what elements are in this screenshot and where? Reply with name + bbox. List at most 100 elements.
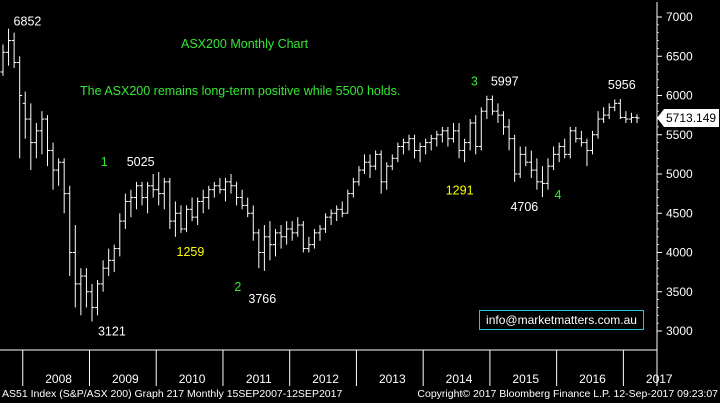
ohlc-bar xyxy=(278,225,284,249)
ohlc-bar xyxy=(128,189,134,218)
ohlc-bar xyxy=(473,115,479,155)
chart-title: ASX200 Monthly Chart xyxy=(181,37,309,51)
ohlc-bar xyxy=(551,146,557,171)
ohlc-bar xyxy=(184,205,190,233)
ohlc-bar xyxy=(6,28,12,66)
x-tick-label: 2016 xyxy=(579,372,606,386)
ohlc-bar xyxy=(189,197,195,222)
ohlc-bar xyxy=(356,166,362,186)
ohlc-bar xyxy=(228,174,234,194)
ohlc-bar xyxy=(428,134,434,151)
price-bars xyxy=(0,28,640,322)
ohlc-bar xyxy=(311,228,317,249)
ohlc-bar xyxy=(78,268,84,316)
ohlc-bar xyxy=(495,103,501,123)
ohlc-bar xyxy=(412,134,418,159)
ohlc-bar xyxy=(267,221,273,261)
ohlc-bar xyxy=(350,177,356,198)
ohlc-bar xyxy=(261,225,267,271)
ohlc-bar xyxy=(172,201,178,237)
ohlc-bar xyxy=(39,111,45,155)
ohlc-bar xyxy=(33,122,39,159)
ohlc-bar xyxy=(323,213,329,233)
last-price-box xyxy=(657,109,719,128)
ohlc-bar xyxy=(562,138,568,159)
ohlc-bar xyxy=(133,181,139,210)
ohlc-bar xyxy=(545,158,551,190)
ohlc-bar xyxy=(556,142,562,163)
chart-annotation-label: 6852 xyxy=(14,15,42,29)
y-tick-label: 3500 xyxy=(666,285,693,299)
ohlc-bar xyxy=(601,107,607,123)
ohlc-bar xyxy=(345,189,351,214)
ohlc-bar xyxy=(389,154,395,171)
chart-annotation-label: 3121 xyxy=(98,325,126,339)
ohlc-bar xyxy=(489,95,495,116)
ohlc-bar xyxy=(628,112,634,123)
ohlc-bar xyxy=(506,119,512,151)
chart-annotation-label: 1291 xyxy=(446,184,474,198)
ohlc-bar xyxy=(117,213,123,257)
ohlc-bar xyxy=(56,158,62,186)
ohlc-bar xyxy=(456,122,462,159)
x-tick-label: 2015 xyxy=(512,372,539,386)
ohlc-bar xyxy=(50,142,56,190)
chart-annotation-label: 5025 xyxy=(127,155,155,169)
footer-left-text: AS51 Index (S&P/ASX 200) Graph 217 Month… xyxy=(2,388,343,400)
chart-annotation-label: 2 xyxy=(234,280,241,294)
ohlc-bar xyxy=(606,103,612,120)
ohlc-bar xyxy=(273,228,279,257)
ohlc-bar xyxy=(467,119,473,151)
y-tick-label: 4500 xyxy=(666,206,693,220)
y-tick-label: 7000 xyxy=(666,10,693,24)
ohlc-bar xyxy=(295,217,301,237)
ohlc-bar xyxy=(406,134,412,151)
x-axis: 2008 2009 2010 2011 2012 2013 2014 2015 2016 2017 xyxy=(0,349,673,386)
y-tick-label: 6000 xyxy=(666,89,693,103)
ohlc-bar xyxy=(139,181,145,206)
ohlc-bar xyxy=(122,193,128,229)
ohlc-bar xyxy=(211,181,217,198)
x-tick-label: 2011 xyxy=(246,372,272,386)
ohlc-bar xyxy=(339,201,345,218)
ohlc-bar xyxy=(595,111,601,139)
y-tick-label: 6500 xyxy=(666,49,693,63)
ohlc-bar xyxy=(328,209,334,226)
ohlc-bar xyxy=(434,130,440,147)
ohlc-bar xyxy=(300,221,306,253)
ohlc-bar xyxy=(100,260,106,292)
ohlc-bar xyxy=(445,126,451,147)
ohlc-bar xyxy=(0,44,6,76)
ohlc-bar xyxy=(17,56,23,159)
ohlc-bar xyxy=(361,154,367,174)
x-tick-label: 2008 xyxy=(45,372,72,386)
ohlc-bar xyxy=(612,99,618,112)
ohlc-bar xyxy=(367,154,373,178)
ohlc-bar xyxy=(439,126,445,143)
chart-annotation-label: 4 xyxy=(554,188,561,202)
ohlc-bar xyxy=(150,174,156,198)
ohlc-bar xyxy=(617,98,623,120)
ohlc-bar xyxy=(284,221,290,245)
ohlc-bar xyxy=(61,158,67,214)
ohlc-bar xyxy=(245,197,251,218)
ohlc-bar xyxy=(106,248,112,277)
ohlc-bar xyxy=(67,185,73,277)
ohlc-bar xyxy=(28,103,34,171)
ohlc-bar xyxy=(373,150,379,171)
ohlc-bar xyxy=(450,122,456,143)
x-tick-label: 2012 xyxy=(312,372,339,386)
annotations: 6852 3121 5025 1 1259 2 3766 3 5997 1291 4706 4 5956 xyxy=(14,15,636,339)
ohlc-bar xyxy=(395,142,401,163)
ohlc-bar xyxy=(400,138,406,155)
chart-annotation-label: 5997 xyxy=(491,75,519,89)
chart-annotation-label: 3 xyxy=(471,75,478,89)
ohlc-bar xyxy=(11,32,17,69)
ohlc-bar xyxy=(584,138,590,167)
ohlc-bar xyxy=(634,114,640,123)
ohlc-bar xyxy=(384,162,390,190)
chart-annotation-label: 4706 xyxy=(510,200,538,214)
ohlc-bar xyxy=(517,146,523,178)
ohlc-bar xyxy=(195,197,201,226)
